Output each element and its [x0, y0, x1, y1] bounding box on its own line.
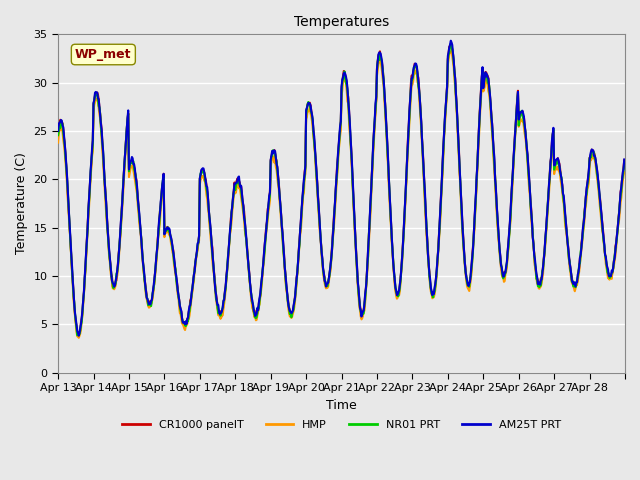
- NR01 PRT: [54, 132, 62, 138]
- NR01 PRT: [401, 216, 408, 222]
- HMP: [275, 187, 283, 192]
- CR1000 panelT: [401, 216, 408, 222]
- NR01 PRT: [275, 182, 283, 188]
- CR1000 panelT: [122, 146, 129, 152]
- HMP: [225, 240, 233, 245]
- NR01 PRT: [447, 40, 454, 46]
- X-axis label: Time: Time: [326, 398, 357, 412]
- Title: Temperatures: Temperatures: [294, 15, 389, 29]
- CR1000 panelT: [225, 238, 233, 243]
- AM25T PRT: [54, 128, 62, 134]
- CR1000 panelT: [75, 332, 83, 338]
- AM25T PRT: [401, 217, 408, 223]
- HMP: [401, 224, 408, 229]
- AM25T PRT: [75, 333, 83, 339]
- Line: CR1000 panelT: CR1000 panelT: [58, 44, 624, 335]
- AM25T PRT: [253, 305, 261, 311]
- HMP: [432, 279, 440, 285]
- NR01 PRT: [225, 239, 233, 244]
- Line: AM25T PRT: AM25T PRT: [58, 41, 624, 336]
- HMP: [54, 140, 62, 145]
- NR01 PRT: [620, 161, 628, 167]
- AM25T PRT: [275, 182, 283, 188]
- AM25T PRT: [620, 156, 628, 162]
- AM25T PRT: [225, 236, 233, 242]
- Y-axis label: Temperature (C): Temperature (C): [15, 153, 28, 254]
- HMP: [448, 48, 456, 54]
- NR01 PRT: [253, 310, 261, 315]
- Line: HMP: HMP: [58, 51, 624, 338]
- AM25T PRT: [122, 149, 129, 155]
- Line: NR01 PRT: NR01 PRT: [58, 43, 624, 336]
- NR01 PRT: [74, 333, 81, 338]
- CR1000 panelT: [620, 157, 628, 163]
- Text: WP_met: WP_met: [75, 48, 132, 61]
- CR1000 panelT: [275, 180, 283, 186]
- Legend: CR1000 panelT, HMP, NR01 PRT, AM25T PRT: CR1000 panelT, HMP, NR01 PRT, AM25T PRT: [118, 416, 566, 435]
- HMP: [122, 154, 129, 159]
- AM25T PRT: [432, 275, 440, 280]
- NR01 PRT: [122, 147, 129, 153]
- HMP: [75, 335, 83, 341]
- NR01 PRT: [432, 277, 440, 283]
- AM25T PRT: [447, 38, 454, 44]
- CR1000 panelT: [253, 307, 261, 313]
- HMP: [620, 169, 628, 175]
- HMP: [253, 312, 261, 318]
- CR1000 panelT: [432, 276, 440, 282]
- CR1000 panelT: [447, 41, 454, 47]
- CR1000 panelT: [54, 131, 62, 137]
